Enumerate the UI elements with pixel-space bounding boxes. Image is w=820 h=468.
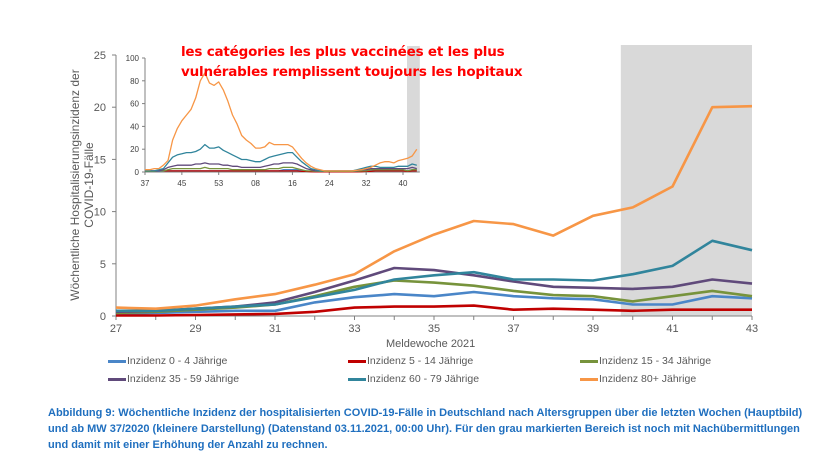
legend-item-0-4: Inzidenz 0 - 4 Jährige (108, 355, 348, 367)
legend-label: Inzidenz 35 - 59 Jährige (127, 373, 240, 385)
inset-x-tick-label: 24 (325, 179, 334, 188)
inset-y-tick-label: 80 (130, 77, 139, 86)
legend-swatch (580, 359, 598, 363)
y-tick-label: 20 (94, 102, 106, 114)
inset-x-tick-label: 32 (362, 179, 371, 188)
y-tick-label: 5 (100, 259, 106, 271)
legend-item-35-59: Inzidenz 35 - 59 Jährige (108, 373, 348, 385)
legend: Inzidenz 0 - 4 Jährige Inzidenz 5 - 14 J… (108, 355, 748, 385)
x-tick-label: 29 (189, 323, 201, 335)
x-tick-label: 27 (110, 323, 122, 335)
legend-item-5-14: Inzidenz 5 - 14 Jährige (348, 355, 580, 367)
legend-swatch (580, 377, 598, 381)
legend-label: Inzidenz 5 - 14 Jährige (367, 355, 474, 367)
inset-series-line-60-79 (145, 143, 417, 172)
legend-item-80plus: Inzidenz 80+ Jährige (580, 373, 750, 385)
legend-label: Inzidenz 15 - 34 Jährige (599, 355, 712, 367)
inset-y-tick-label: 60 (130, 100, 139, 109)
x-tick-label: 39 (587, 323, 599, 335)
y-axis-label: Wöchentliche Hospitalisierungsinzidenz d… (68, 69, 96, 301)
x-tick-label: 37 (507, 323, 519, 335)
legend-label: Inzidenz 60 - 79 Jährige (367, 373, 480, 385)
y-tick-label: 0 (100, 311, 106, 323)
inset-y-tick-label: 100 (126, 54, 140, 63)
legend-swatch (348, 359, 366, 363)
inset-x-tick-label: 16 (288, 179, 297, 188)
inset-x-tick-label: 45 (177, 179, 186, 188)
inset-series-line-5-14 (145, 170, 417, 173)
inset-x-tick-label: 08 (251, 179, 260, 188)
series-line-80plus (115, 104, 753, 311)
series-line-5-14 (116, 304, 752, 317)
legend-item-60-79: Inzidenz 60 - 79 Jährige (348, 373, 580, 385)
legend-swatch (348, 377, 366, 381)
inset-x-tick-label: 40 (399, 179, 408, 188)
inset-y-tick-label: 20 (130, 145, 139, 154)
inset-series-line-15-34 (145, 166, 417, 173)
x-tick-label: 33 (348, 323, 360, 335)
inset-y-tick-label: 40 (130, 122, 139, 131)
inset-x-tick-label: 37 (141, 179, 150, 188)
x-tick-label: 43 (746, 323, 758, 335)
y-tick-label: 10 (94, 207, 106, 219)
annotation-line-1: les catégories les plus vaccinées et les… (181, 44, 505, 60)
legend-swatch (108, 359, 126, 363)
x-axis-label: Meldewoche 2021 (386, 338, 476, 350)
shaded-region-inset (407, 46, 420, 172)
x-tick-label: 35 (428, 323, 440, 335)
legend-swatch (108, 377, 126, 381)
x-tick-label: 31 (269, 323, 281, 335)
annotation-line-2: vulnérables remplissent toujours les hop… (181, 64, 523, 80)
series-line-60-79 (116, 239, 753, 313)
annotation-text: les catégories les plus vaccinées et les… (181, 42, 523, 82)
legend-label: Inzidenz 0 - 4 Jährige (127, 355, 228, 367)
legend-item-15-34: Inzidenz 15 - 34 Jährige (580, 355, 750, 367)
y-tick-label: 25 (94, 50, 106, 62)
series-line-0-4 (115, 290, 753, 316)
legend-label: Inzidenz 80+ Jährige (599, 373, 697, 385)
x-tick-label: 41 (666, 323, 678, 335)
y-tick-label: 15 (94, 154, 106, 166)
inset-x-tick-label: 53 (214, 179, 223, 188)
inset-y-tick-label: 0 (135, 168, 140, 177)
inset-series-line-80plus (145, 72, 418, 172)
figure-caption: Abbildung 9: Wöchentliche Inzidenz der h… (48, 407, 803, 451)
inset-series-line-35-59 (145, 162, 417, 172)
shaded-region-main (620, 45, 752, 316)
